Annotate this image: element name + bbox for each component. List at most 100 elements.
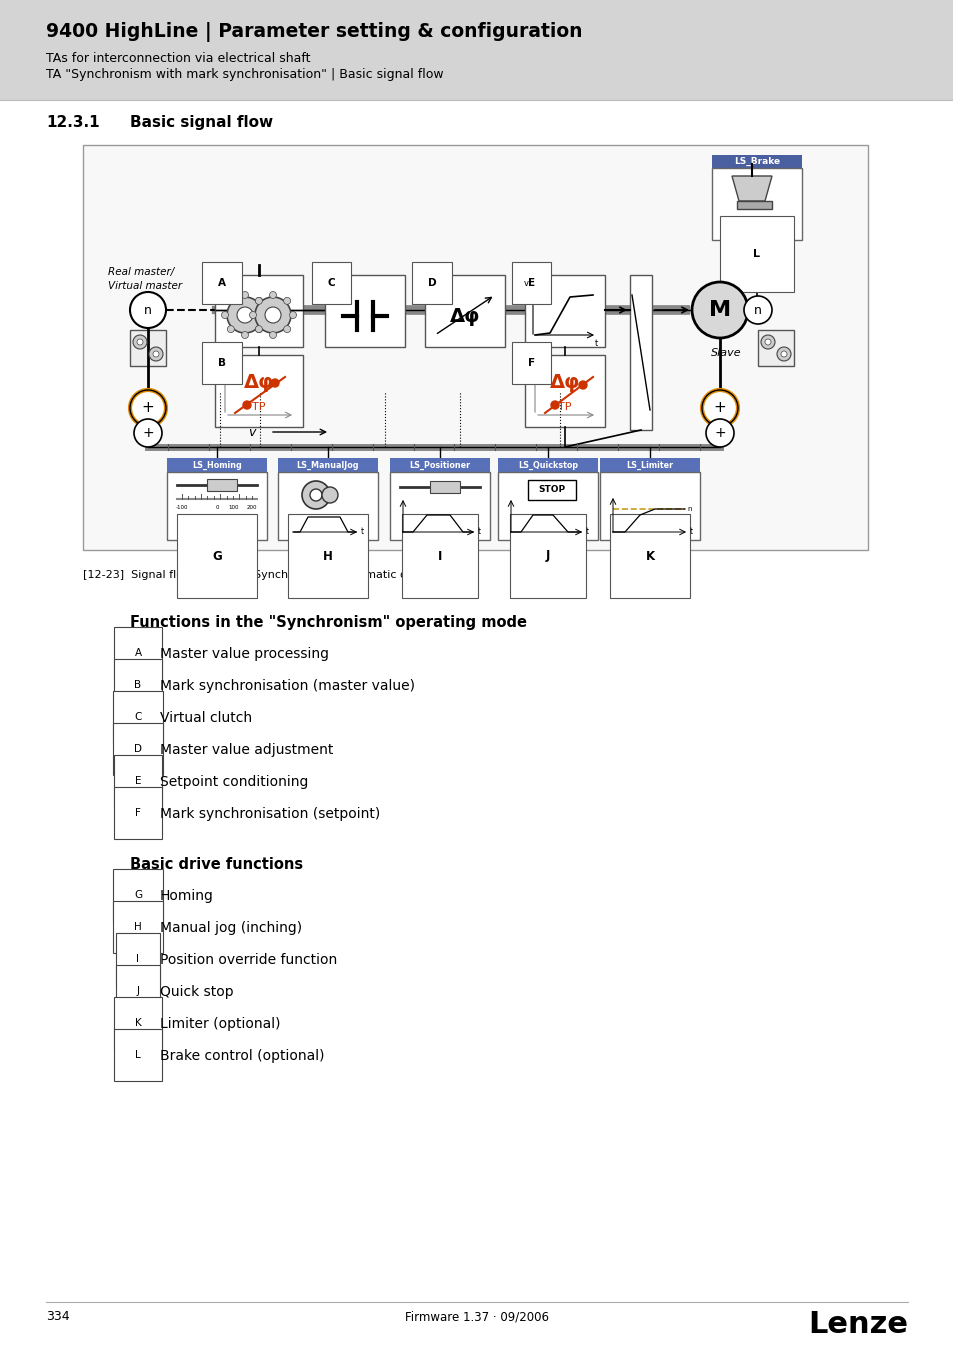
- Bar: [214, 355, 303, 427]
- Text: Basic signal flow: Basic signal flow: [130, 115, 273, 130]
- Text: L: L: [753, 248, 760, 259]
- Circle shape: [227, 297, 263, 333]
- Circle shape: [764, 339, 770, 346]
- Text: B: B: [134, 680, 141, 690]
- Circle shape: [271, 379, 278, 387]
- Bar: [277, 458, 377, 472]
- Circle shape: [776, 347, 790, 360]
- Text: v: v: [248, 425, 254, 439]
- Text: Real master/: Real master/: [108, 267, 174, 277]
- Bar: [599, 472, 700, 540]
- Text: E: E: [527, 278, 535, 288]
- Text: Limiter (optional): Limiter (optional): [160, 1017, 280, 1031]
- Text: Virtual master: Virtual master: [108, 281, 182, 292]
- Circle shape: [781, 351, 786, 356]
- Circle shape: [255, 297, 262, 304]
- Text: Firmware 1.37 · 09/2006: Firmware 1.37 · 09/2006: [405, 1310, 548, 1323]
- Circle shape: [289, 312, 296, 319]
- Text: F: F: [135, 809, 141, 818]
- Text: D: D: [133, 744, 142, 755]
- Text: LS_Brake: LS_Brake: [733, 157, 780, 166]
- Text: v: v: [523, 279, 529, 288]
- Circle shape: [243, 401, 251, 409]
- Circle shape: [283, 325, 291, 332]
- Circle shape: [236, 306, 253, 323]
- Circle shape: [269, 292, 276, 298]
- Text: K: K: [645, 549, 654, 563]
- Circle shape: [743, 296, 771, 324]
- Bar: [758, 329, 793, 366]
- Text: H: H: [134, 922, 142, 931]
- Text: 9400 HighLine | Parameter setting & configuration: 9400 HighLine | Parameter setting & conf…: [46, 22, 582, 42]
- Circle shape: [149, 347, 163, 360]
- Text: Δφ: Δφ: [549, 374, 579, 393]
- Text: +: +: [141, 401, 154, 416]
- Circle shape: [254, 297, 291, 333]
- Bar: [390, 458, 490, 472]
- Text: n: n: [144, 304, 152, 316]
- Text: Position override function: Position override function: [160, 953, 337, 967]
- Text: M: M: [708, 300, 730, 320]
- Bar: [83, 144, 867, 549]
- Circle shape: [691, 282, 747, 338]
- Text: Δφ: Δφ: [244, 374, 274, 393]
- Bar: [524, 355, 604, 427]
- Bar: [167, 458, 267, 472]
- Text: 334: 334: [46, 1310, 70, 1323]
- Circle shape: [302, 481, 330, 509]
- Circle shape: [283, 297, 291, 304]
- Text: Master value processing: Master value processing: [160, 647, 329, 662]
- Text: +: +: [142, 427, 153, 440]
- Text: G: G: [133, 890, 142, 900]
- Text: J: J: [136, 986, 139, 996]
- Text: Master value adjustment: Master value adjustment: [160, 743, 333, 757]
- Text: Δφ: Δφ: [450, 306, 479, 325]
- Circle shape: [551, 401, 558, 409]
- Bar: [0, 0, 953, 100]
- Bar: [167, 472, 267, 540]
- Bar: [497, 458, 598, 472]
- Circle shape: [152, 351, 159, 356]
- Circle shape: [322, 487, 337, 504]
- Text: TAs for interconnection via electrical shaft: TAs for interconnection via electrical s…: [46, 53, 310, 65]
- Circle shape: [133, 418, 162, 447]
- Text: +: +: [714, 427, 725, 440]
- Text: 100: 100: [229, 505, 239, 510]
- Text: Lenze: Lenze: [807, 1310, 907, 1339]
- Bar: [497, 472, 598, 540]
- Circle shape: [221, 312, 229, 319]
- Text: t: t: [585, 528, 589, 536]
- Circle shape: [701, 390, 738, 427]
- Text: TP: TP: [252, 402, 266, 412]
- Text: Slave: Slave: [710, 348, 740, 358]
- Text: n: n: [686, 506, 691, 512]
- Text: J: J: [545, 549, 550, 563]
- Text: Homing: Homing: [160, 890, 213, 903]
- Bar: [629, 275, 651, 431]
- Text: 0: 0: [215, 505, 218, 510]
- Circle shape: [250, 312, 256, 319]
- Text: 200: 200: [247, 505, 257, 510]
- Text: TP: TP: [558, 402, 571, 412]
- Circle shape: [310, 489, 322, 501]
- Text: t: t: [360, 528, 364, 536]
- Circle shape: [760, 335, 774, 350]
- Text: +: +: [713, 401, 725, 416]
- Text: [12-23]  Signal flow of the TA "Synchronism" (schematic diagram): [12-23] Signal flow of the TA "Synchroni…: [83, 570, 451, 580]
- Text: A: A: [134, 648, 141, 657]
- Bar: [711, 155, 801, 167]
- Bar: [277, 472, 377, 540]
- Polygon shape: [731, 176, 771, 201]
- Text: t: t: [477, 528, 480, 536]
- Bar: [424, 275, 504, 347]
- Circle shape: [705, 418, 733, 447]
- Text: Mark synchronisation (master value): Mark synchronisation (master value): [160, 679, 415, 693]
- Circle shape: [241, 292, 248, 298]
- Text: A: A: [218, 278, 226, 288]
- Text: I: I: [437, 549, 442, 563]
- Bar: [524, 275, 604, 347]
- Text: K: K: [134, 1018, 141, 1027]
- Circle shape: [130, 292, 166, 328]
- Text: Quick stop: Quick stop: [160, 986, 233, 999]
- Text: B: B: [218, 358, 226, 369]
